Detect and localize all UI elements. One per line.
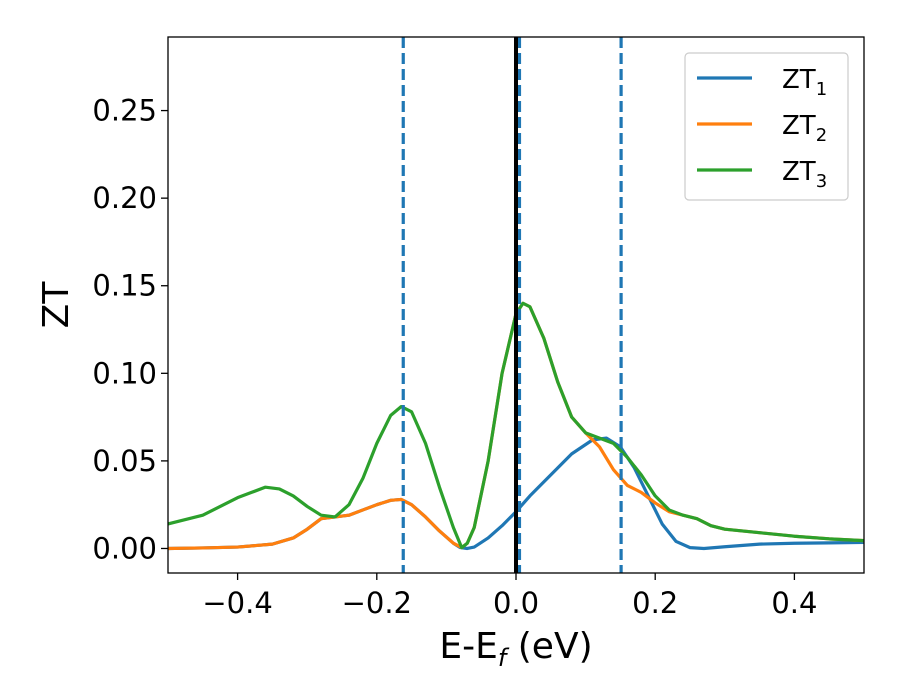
x-tick-label: 0.4 [771, 586, 817, 620]
series-line-zt3 [168, 301, 864, 550]
y-tick-label: 0.00 [92, 531, 157, 565]
x-axis-ticks: −0.4 −0.2 0.0 0.2 0.4 [202, 573, 817, 620]
y-tick-label: 0.15 [92, 269, 157, 303]
legend-label: ZT2 [782, 111, 827, 146]
y-tick-label: 0.10 [92, 356, 157, 390]
x-axis-title-main: E-E [439, 626, 497, 667]
y-axis-ticks: 0.00 0.05 0.10 0.15 0.20 0.25 [92, 94, 168, 565]
x-tick-label: 0.2 [632, 586, 678, 620]
x-axis-title: E-Ef (eV) [439, 626, 592, 672]
x-axis-title-unit: (eV) [506, 626, 592, 667]
legend-label: ZT1 [782, 65, 827, 100]
legend: ZT1 ZT2 ZT3 [684, 52, 849, 201]
y-tick-label: 0.20 [92, 181, 157, 215]
x-tick-label: 0.0 [493, 586, 539, 620]
y-axis-title: ZT [36, 281, 77, 329]
series-layer [168, 301, 864, 551]
x-tick-label: −0.4 [202, 586, 272, 620]
vertical-marker-layer [401, 37, 623, 573]
y-tick-label: 0.25 [92, 94, 157, 128]
legend-label: ZT3 [782, 157, 827, 192]
y-tick-label: 0.05 [92, 444, 157, 478]
legend-box [684, 52, 849, 201]
x-tick-label: −0.2 [342, 586, 412, 620]
